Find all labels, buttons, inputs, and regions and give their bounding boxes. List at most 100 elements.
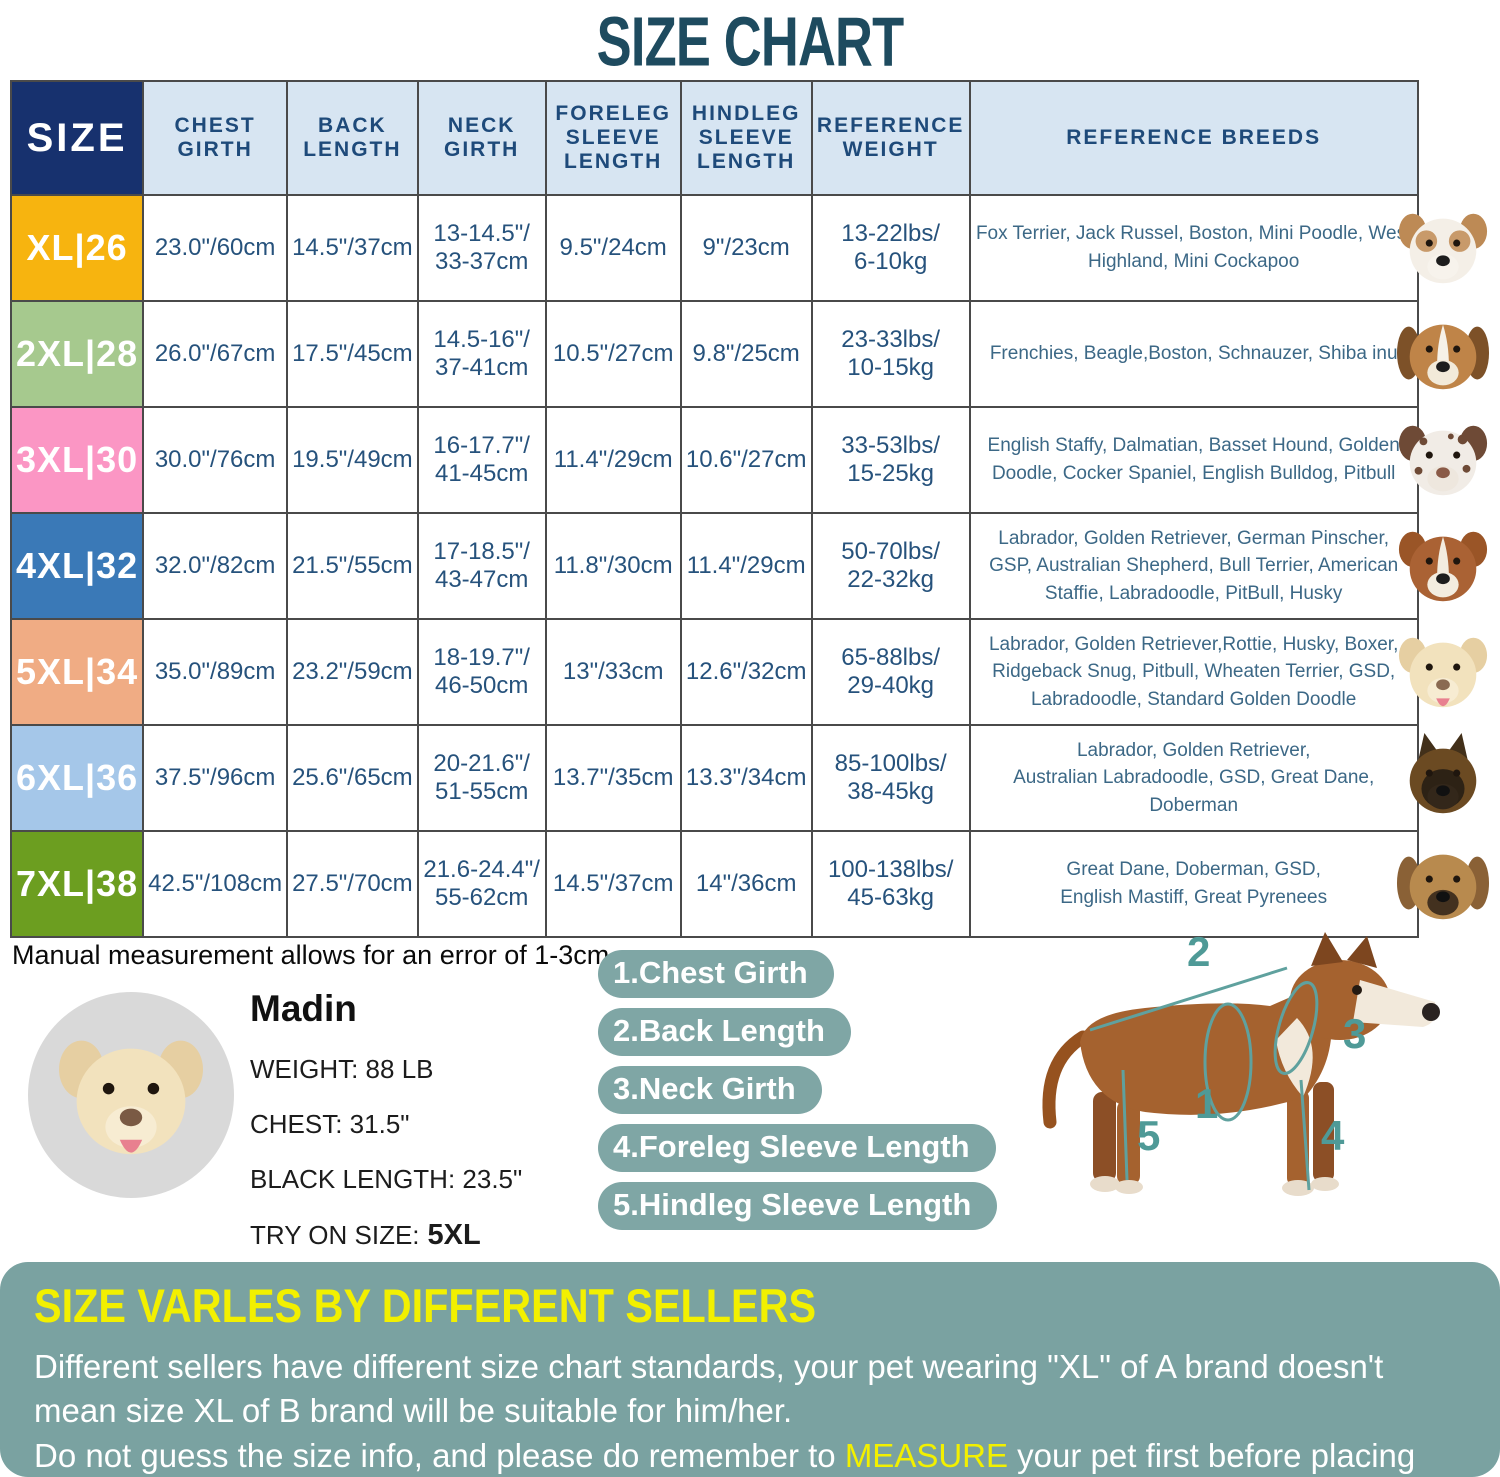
table-cell: 14.5"/37cm xyxy=(286,194,419,302)
header-reference-weight: REFERENCE WEIGHT xyxy=(810,80,971,196)
label-neck-girth: 3.Neck Girth xyxy=(598,1066,822,1114)
table-cell: 42.5"/108cm xyxy=(142,830,289,938)
measure-loop-chest xyxy=(1203,1002,1253,1122)
table-row-xl26: XL|26 23.0"/60cm 14.5"/37cm 13-14.5"/ 33… xyxy=(9,194,1419,302)
table-cell: 23.0"/60cm xyxy=(142,194,289,302)
table-cell: 25.6"/65cm xyxy=(286,724,419,832)
try-on-label: TRY ON SIZE: xyxy=(250,1220,420,1250)
page-title: SIZE CHART xyxy=(596,3,904,81)
model-info: Madin WEIGHT: 88 LB CHEST: 31.5" BLACK L… xyxy=(250,988,600,1276)
label-chest-girth: 1.Chest Girth xyxy=(598,950,834,998)
label-hindleg-sleeve-length: 5.Hindleg Sleeve Length xyxy=(598,1182,998,1230)
table-cell: 26.0"/67cm xyxy=(142,300,289,408)
label-foreleg-sleeve-length: 4.Foreleg Sleeve Length xyxy=(598,1124,996,1172)
warning-measure-highlight: MEASURE xyxy=(844,1437,1009,1475)
size-badge: 2XL|28 xyxy=(9,300,145,408)
header-foreleg-sleeve: FORELEG SLEEVE LENGTH xyxy=(544,80,682,196)
table-cell: 12.6"/32cm xyxy=(679,618,813,726)
measure-number-neck: 3 xyxy=(1343,1010,1366,1057)
model-weight: WEIGHT: 88 LB xyxy=(250,1054,434,1084)
table-cell: 13.7"/35cm xyxy=(544,724,682,832)
measurement-note: Manual measurement allows for an error o… xyxy=(12,940,610,970)
dog-chest-patch xyxy=(1276,1018,1313,1097)
measure-section: Manual measurement allows for an error o… xyxy=(0,928,1500,1262)
table-cell: 23-33lbs/ 10-15kg xyxy=(810,300,971,408)
size-badge: 7XL|38 xyxy=(9,830,145,938)
table-cell: 13-22lbs/ 6-10kg xyxy=(810,194,971,302)
table-row-2xl28: 2XL|28 26.0"/67cm 17.5"/45cm 14.5-16"/ 3… xyxy=(9,300,1419,408)
table-cell: 10.5"/27cm xyxy=(544,300,682,408)
size-badge: 3XL|30 xyxy=(9,406,145,514)
table-cell: 85-100lbs/ 38-45kg xyxy=(810,724,971,832)
dog-ear xyxy=(1311,932,1343,966)
model-name: Madin xyxy=(250,988,357,1029)
table-cell: 14.5-16"/ 37-41cm xyxy=(416,300,547,408)
dog-photo-great-dane xyxy=(1388,830,1498,936)
dog-paw xyxy=(1090,1176,1120,1192)
breeds-cell: English Staffy, Dalmatian, Basset Hound,… xyxy=(968,406,1419,514)
header-size: SIZE xyxy=(9,80,145,196)
table-cell: 14.5"/37cm xyxy=(544,830,682,938)
header-row: SIZE CHEST GIRTH BACK LENGTH NECK GIRTH … xyxy=(9,80,1419,196)
table-cell: 35.0"/89cm xyxy=(142,618,289,726)
table-cell: 32.0"/82cm xyxy=(142,512,289,620)
table-cell: 27.5"/70cm xyxy=(286,830,419,938)
table-cell: 16-17.7"/ 41-45cm xyxy=(416,406,547,514)
dog-hindleg-far xyxy=(1093,1092,1116,1182)
table-cell: 17.5"/45cm xyxy=(286,300,419,408)
measure-number-back: 2 xyxy=(1187,928,1210,975)
seller-warning-panel: SIZE VARLES BY DIFFERENT SELLERS Differe… xyxy=(0,1262,1500,1477)
dog-photo-beagle xyxy=(1388,300,1498,406)
table-cell: 17-18.5"/ 43-47cm xyxy=(416,512,547,620)
table-cell: 14"/36cm xyxy=(679,830,813,938)
table-cell: 65-88lbs/ 29-40kg xyxy=(810,618,971,726)
table-zone: SIZE CHEST GIRTH BACK LENGTH NECK GIRTH … xyxy=(0,80,1500,938)
table-cell: 11.8"/30cm xyxy=(544,512,682,620)
dog-measurement-diagram: 2 3 1 4 5 xyxy=(1042,928,1440,1196)
header-neck-girth: NECK GIRTH xyxy=(416,80,547,196)
breeds-cell: Labrador, Golden Retriever,Rottie, Husky… xyxy=(968,618,1419,726)
table-cell: 30.0"/76cm xyxy=(142,406,289,514)
dog-photo-amstaff xyxy=(1388,512,1498,618)
measure-number-hindleg: 5 xyxy=(1137,1112,1160,1159)
measure-loop-neck xyxy=(1273,981,1319,1075)
breeds-cell: Labrador, Golden Retriever, Australian L… xyxy=(968,724,1419,832)
model-try-on-size: TRY ON SIZE: 5XL xyxy=(250,1219,600,1252)
table-row-5xl34: 5XL|34 35.0"/89cm 23.2"/59cm 18-19.7"/ 4… xyxy=(9,618,1419,726)
dog-photo-german-shepherd xyxy=(1388,724,1498,830)
table-cell: 18-19.7"/ 46-50cm xyxy=(416,618,547,726)
warning-title: SIZE VARLES BY DIFFERENT SELLERS xyxy=(34,1279,817,1332)
size-chart-table: SIZE CHEST GIRTH BACK LENGTH NECK GIRTH … xyxy=(9,80,1419,938)
dog-photo-dalmatian xyxy=(1388,406,1498,512)
table-cell: 21.6-24.4"/ 55-62cm xyxy=(416,830,547,938)
warning-text: Different sellers have different size ch… xyxy=(34,1345,1470,1477)
table-row-6xl36: 6XL|36 37.5"/96cm 25.6"/65cm 20-21.6"/ 5… xyxy=(9,724,1419,832)
table-cell: 100-138lbs/ 45-63kg xyxy=(810,830,971,938)
label-back-length: 2.Back Length xyxy=(598,1008,851,1056)
table-row-7xl38: 7XL|38 42.5"/108cm 27.5"/70cm 21.6-24.4"… xyxy=(9,830,1419,938)
breeds-cell: Frenchies, Beagle,Boston, Schnauzer, Shi… xyxy=(968,300,1419,408)
dog-paw xyxy=(1311,1177,1339,1191)
warning-line-2-before: Do not guess the size info, and please d… xyxy=(34,1437,845,1475)
table-cell: 10.6"/27cm xyxy=(679,406,813,514)
table-row-4xl32: 4XL|32 32.0"/82cm 21.5"/55cm 17-18.5"/ 4… xyxy=(9,512,1419,620)
table-cell: 13"/33cm xyxy=(544,618,682,726)
warning-line-2: Do not guess the size info, and please d… xyxy=(34,1434,1470,1477)
table-cell: 9.5"/24cm xyxy=(544,194,682,302)
dog-muzzle xyxy=(1353,980,1437,1027)
measure-number-chest: 1 xyxy=(1195,1080,1218,1127)
size-badge: XL|26 xyxy=(9,194,145,302)
header-hindleg-sleeve: HINDLEG SLEEVE LENGTH xyxy=(679,80,813,196)
table-cell: 23.2"/59cm xyxy=(286,618,419,726)
table-cell: 13-14.5"/ 33-37cm xyxy=(416,194,547,302)
dog-eye xyxy=(1352,985,1362,995)
table-cell: 33-53lbs/ 15-25kg xyxy=(810,406,971,514)
table-row-3xl30: 3XL|30 30.0"/76cm 19.5"/49cm 16-17.7"/ 4… xyxy=(9,406,1419,514)
table-cell: 11.4"/29cm xyxy=(679,512,813,620)
dog-tail xyxy=(1042,1030,1090,1129)
measure-line-back xyxy=(1089,966,1288,1032)
breeds-cell: Fox Terrier, Jack Russel, Boston, Mini P… xyxy=(968,194,1419,302)
header-reference-breeds: REFERENCE BREEDS xyxy=(968,80,1419,196)
dog-ear xyxy=(1347,936,1377,968)
